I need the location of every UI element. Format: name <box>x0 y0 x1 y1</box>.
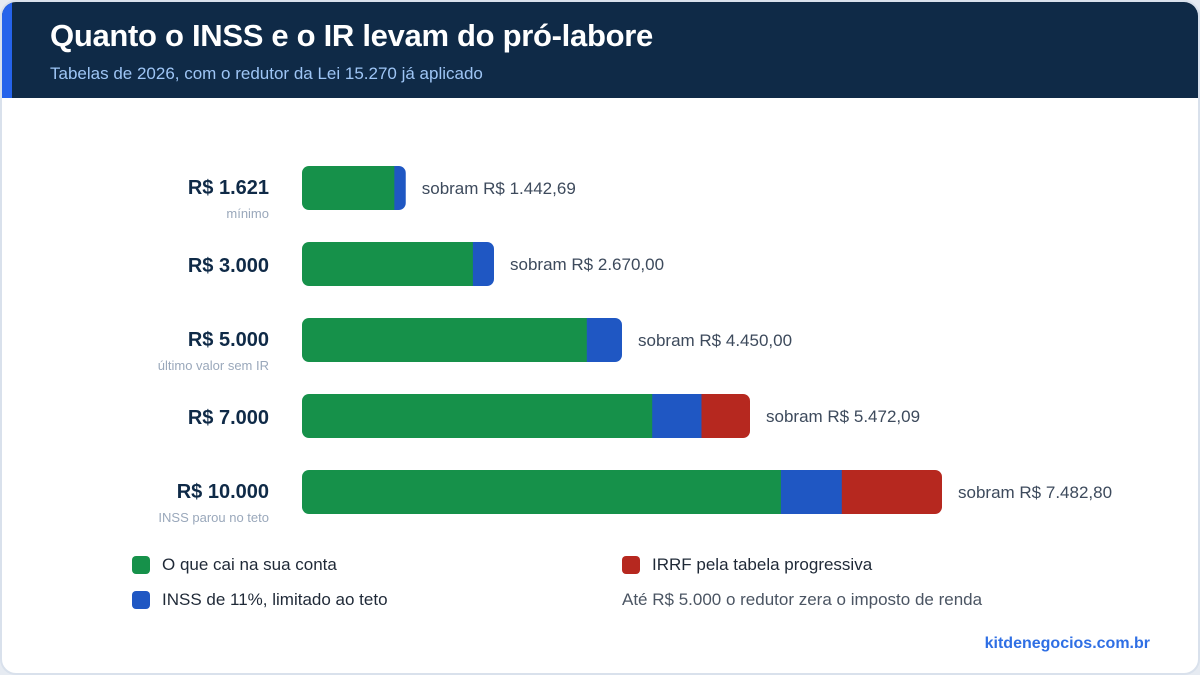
data-label-4: sobram R$ 7.482,80 <box>958 483 1112 502</box>
bar-row-0 <box>302 166 406 210</box>
legend-net-label: O que cai na sua conta <box>162 555 337 574</box>
legend-inss: INSS de 11%, limitado ao teto <box>132 590 388 610</box>
bar-segment-inss-3 <box>652 394 702 438</box>
legend-irrf: IRRF pela tabela progressiva <box>622 555 872 575</box>
chart-subtitle: Tabelas de 2026, com o redutor da Lei 15… <box>50 64 483 83</box>
legend-net: O que cai na sua conta <box>132 555 337 575</box>
bar-segment-net-4 <box>302 470 782 514</box>
bar-row-4 <box>302 470 942 514</box>
category-note-2: último valor sem IR <box>158 358 269 373</box>
bar-row-1 <box>302 242 494 286</box>
stacked-bar-chart: R$ 1.621 mínimo sobram R$ 1.442,69 R$ 3.000… <box>158 166 1112 525</box>
legend-inss-label: INSS de 11%, limitado ao teto <box>162 590 388 609</box>
chart-title: Quanto o INSS e o IR levam do pró-labore <box>50 18 653 53</box>
brand-link[interactable]: kitdenegocios.com.br <box>984 635 1150 652</box>
bar-segment-net-0 <box>302 166 395 210</box>
bar-segment-inss-2 <box>586 318 622 362</box>
legend-inss-swatch <box>132 591 150 609</box>
data-label-0: sobram R$ 1.442,69 <box>422 179 576 198</box>
bar-segment-inss-0 <box>394 166 406 210</box>
data-label-3: sobram R$ 5.472,09 <box>766 407 920 426</box>
bar-row-2 <box>302 318 622 362</box>
category-label-1: R$ 3.000 <box>188 255 269 277</box>
legend-note: Até R$ 5.000 o redutor zera o imposto de… <box>622 590 983 609</box>
bar-segment-irrf-3 <box>701 394 750 438</box>
legend-irrf-label: IRRF pela tabela progressiva <box>652 555 873 574</box>
bar-segment-inss-4 <box>780 470 843 514</box>
category-label-2: R$ 5.000 <box>188 329 269 351</box>
bar-segment-net-3 <box>302 394 653 438</box>
bar-segment-net-2 <box>302 318 588 362</box>
bar-segment-net-1 <box>302 242 474 286</box>
legend-irrf-swatch <box>622 556 640 574</box>
category-label-4: R$ 10.000 <box>177 481 269 503</box>
category-note-0: mínimo <box>226 206 269 221</box>
category-note-4: INSS parou no teto <box>158 510 269 525</box>
data-label-1: sobram R$ 2.670,00 <box>510 255 664 274</box>
category-label-3: R$ 7.000 <box>188 407 269 429</box>
header-accent-stripe <box>2 2 12 98</box>
data-label-2: sobram R$ 4.450,00 <box>638 331 792 350</box>
bar-segment-inss-1 <box>472 242 494 286</box>
header-bar: Quanto o INSS e o IR levam do pró-labore… <box>2 2 1198 98</box>
category-label-0: R$ 1.621 <box>188 177 269 199</box>
bar-row-3 <box>302 394 750 438</box>
legend-net-swatch <box>132 556 150 574</box>
bar-segment-irrf-4 <box>841 470 942 514</box>
